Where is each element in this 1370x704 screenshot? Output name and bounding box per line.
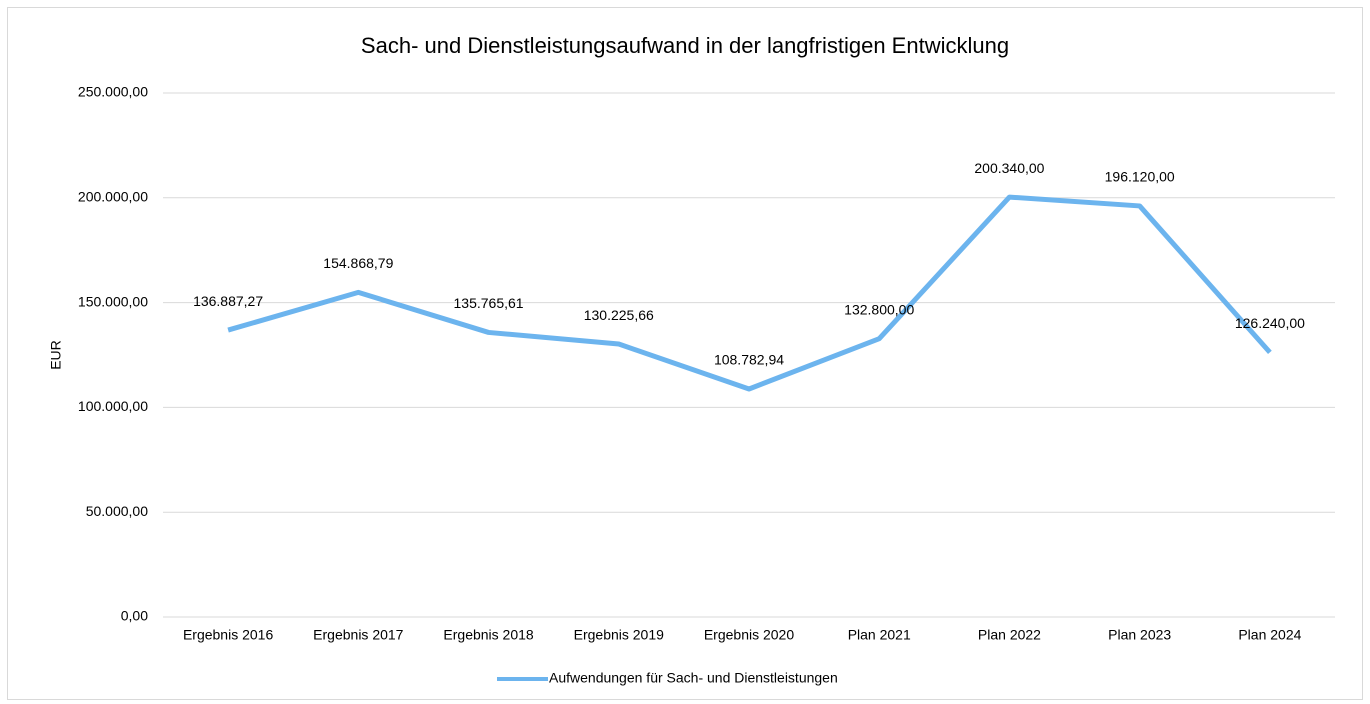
x-tick-label: Ergebnis 2018 <box>443 627 534 643</box>
chart-title: Sach- und Dienstleistungsaufwand in der … <box>361 33 1009 58</box>
data-label: 126.240,00 <box>1235 315 1305 331</box>
x-tick-label: Plan 2024 <box>1238 627 1301 643</box>
y-tick-label: 0,00 <box>121 608 148 624</box>
x-tick-label: Ergebnis 2016 <box>183 627 274 643</box>
y-tick-label: 250.000,00 <box>78 84 148 100</box>
y-tick-label: 200.000,00 <box>78 189 148 205</box>
x-tick-label: Plan 2022 <box>978 627 1041 643</box>
x-tick-label: Plan 2021 <box>848 627 911 643</box>
y-axis-title: EUR <box>48 340 64 370</box>
data-label: 132.800,00 <box>844 301 914 317</box>
y-tick-label: 150.000,00 <box>78 293 148 309</box>
x-tick-label: Ergebnis 2019 <box>574 627 665 643</box>
data-label: 130.225,66 <box>584 307 654 323</box>
data-label: 135.765,61 <box>454 295 524 311</box>
x-tick-label: Ergebnis 2017 <box>313 627 404 643</box>
x-tick-label: Plan 2023 <box>1108 627 1171 643</box>
x-tick-label: Ergebnis 2020 <box>704 627 795 643</box>
data-line <box>227 194 1272 392</box>
data-label: 136.887,27 <box>193 293 263 309</box>
legend-label: Aufwendungen für Sach- und Dienstleistun… <box>549 670 838 686</box>
data-label: 108.782,94 <box>714 352 784 368</box>
data-label: 154.868,79 <box>323 255 393 271</box>
data-label: 200.340,00 <box>974 160 1044 176</box>
y-tick-label: 50.000,00 <box>86 503 148 519</box>
y-tick-label: 100.000,00 <box>78 398 148 414</box>
chart-border <box>7 7 1363 700</box>
data-label: 196.120,00 <box>1105 169 1175 185</box>
